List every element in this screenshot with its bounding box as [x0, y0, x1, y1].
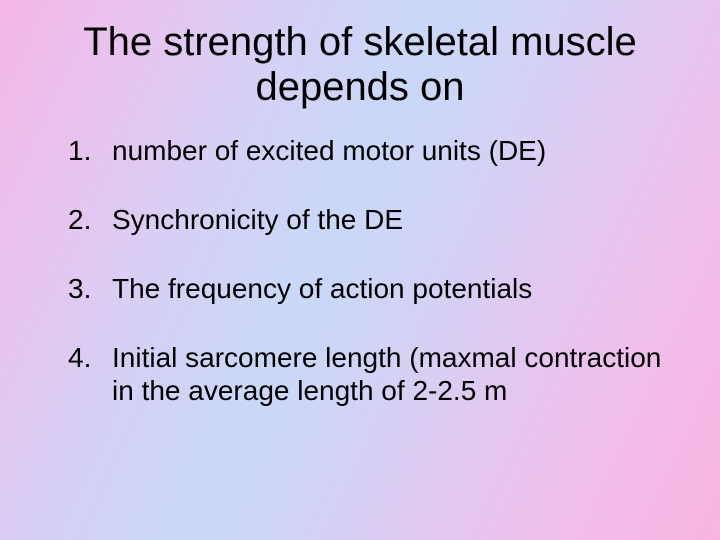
- list-item: Initial sarcomere length (maxmal contrac…: [68, 341, 680, 407]
- slide: The strength of skeletal muscle depends …: [0, 0, 720, 540]
- list-item: number of excited motor units (DE): [68, 134, 680, 167]
- slide-title: The strength of skeletal muscle depends …: [40, 20, 680, 110]
- list-item: Synchronicity of the DE: [68, 203, 680, 236]
- points-list: number of excited motor units (DE) Synch…: [40, 134, 680, 407]
- list-item: The frequency of action potentials: [68, 272, 680, 305]
